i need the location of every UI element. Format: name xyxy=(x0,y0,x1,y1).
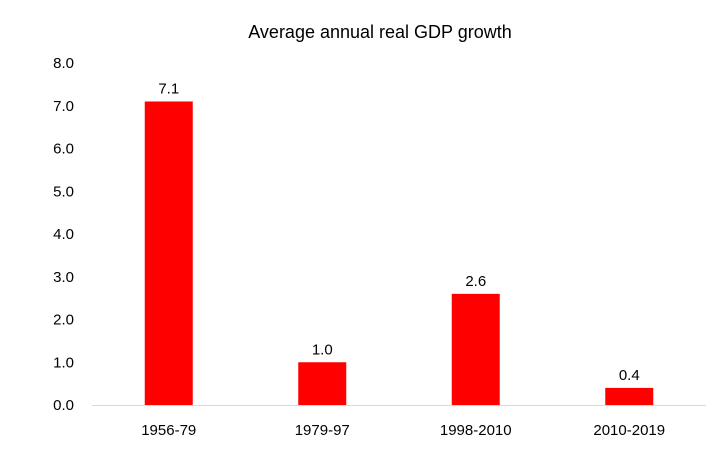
y-tick-label: 8.0 xyxy=(53,55,74,72)
x-tick-label: 2010-2019 xyxy=(593,422,665,439)
x-tick-label: 1956-79 xyxy=(141,422,196,439)
y-tick-label: 1.0 xyxy=(53,354,74,371)
y-tick-label: 7.0 xyxy=(53,98,74,115)
x-tick-label: 1998-2010 xyxy=(440,422,512,439)
chart-title: Average annual real GDP growth xyxy=(248,22,512,42)
bar xyxy=(451,293,500,405)
bar xyxy=(298,362,347,405)
y-tick-label: 4.0 xyxy=(53,226,74,243)
data-label: 1.0 xyxy=(312,341,333,358)
y-tick-label: 2.0 xyxy=(53,312,74,329)
data-label: 2.6 xyxy=(465,273,486,290)
data-label: 7.1 xyxy=(158,80,179,97)
data-label: 0.4 xyxy=(619,367,640,384)
bar xyxy=(144,101,193,405)
y-tick-label: 5.0 xyxy=(53,183,74,200)
y-tick-label: 3.0 xyxy=(53,269,74,286)
y-tick-label: 6.0 xyxy=(53,141,74,158)
y-tick-label: 0.0 xyxy=(53,397,74,414)
bar xyxy=(605,387,654,405)
x-tick-label: 1979-97 xyxy=(295,422,350,439)
